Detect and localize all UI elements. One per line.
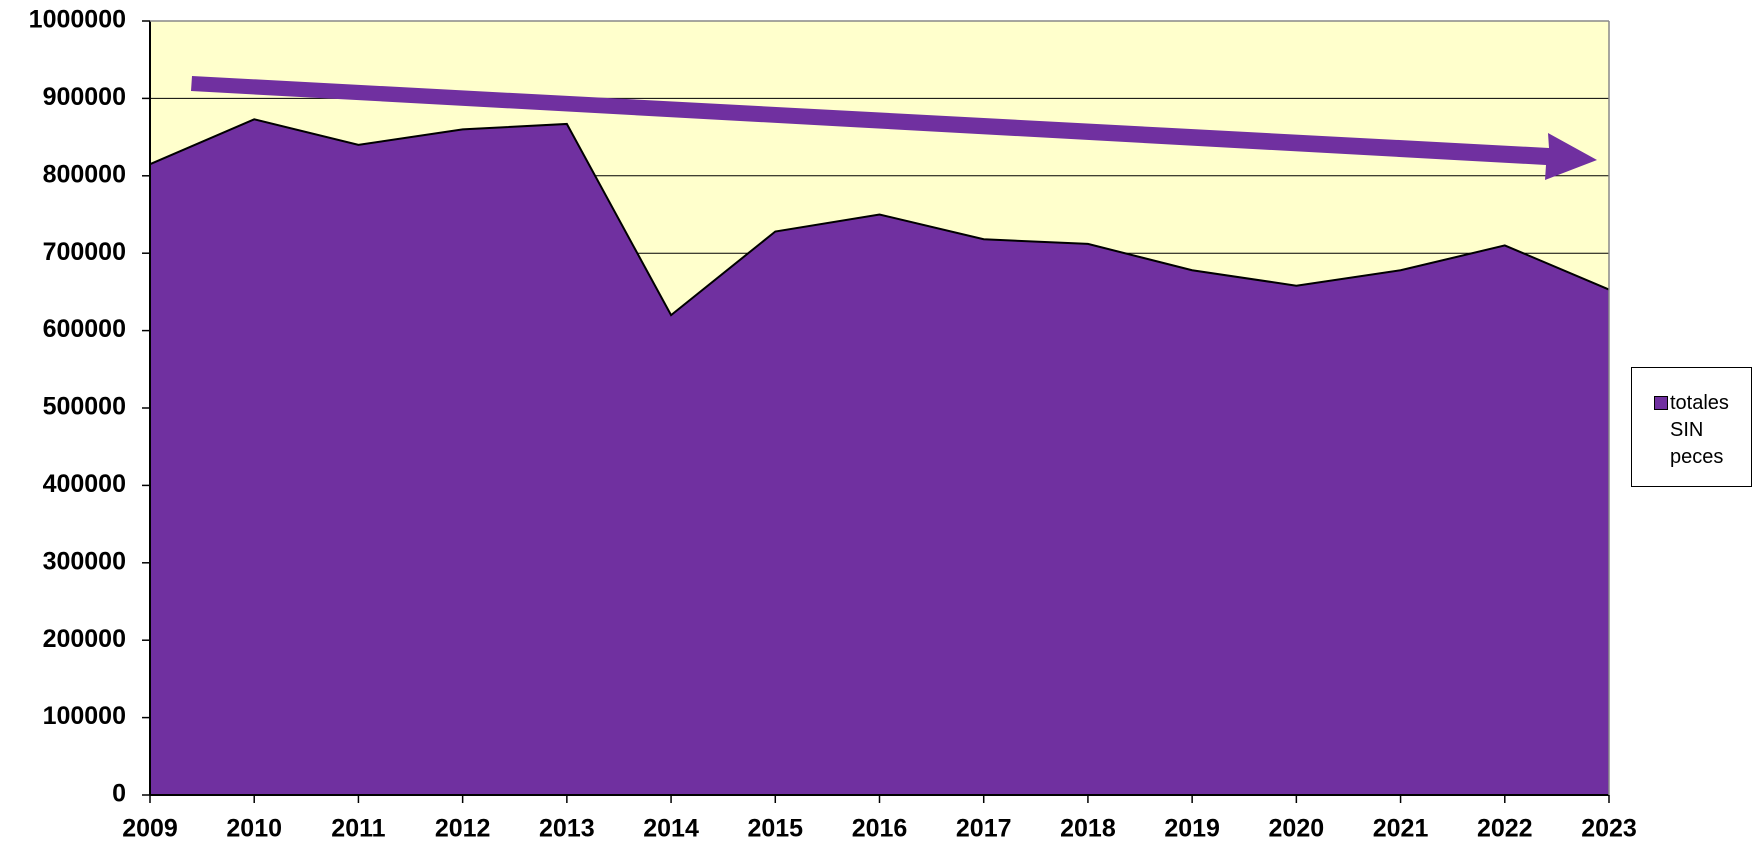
y-tick-label: 400000 xyxy=(43,470,126,498)
x-tick-label: 2009 xyxy=(122,815,178,843)
legend: totales SIN peces xyxy=(1631,367,1752,487)
x-tick-label: 2017 xyxy=(956,815,1012,843)
x-tick-label: 2010 xyxy=(226,815,282,843)
y-tick-label: 800000 xyxy=(43,160,126,188)
x-tick-label: 2015 xyxy=(747,815,803,843)
y-tick-label: 700000 xyxy=(43,238,126,266)
y-tick-label: 600000 xyxy=(43,315,126,343)
area-layer xyxy=(149,118,1610,796)
x-tick-label: 2016 xyxy=(852,815,908,843)
x-tick-label: 2011 xyxy=(331,815,385,843)
area-outline xyxy=(149,118,1610,317)
x-tick-label: 2018 xyxy=(1060,815,1116,843)
y-tick-label: 1000000 xyxy=(29,6,126,34)
x-tick-label: 2013 xyxy=(539,815,595,843)
trend-arrow xyxy=(191,76,1597,180)
y-tick-label: 200000 xyxy=(43,625,126,653)
y-tick-label: 100000 xyxy=(43,702,126,730)
area xyxy=(150,119,1609,796)
x-tick-label: 2021 xyxy=(1373,815,1429,843)
x-tick-label: 2012 xyxy=(435,815,491,843)
x-tick-label: 2023 xyxy=(1581,815,1637,843)
y-tick-label: 300000 xyxy=(43,547,126,575)
y-tick-label: 0 xyxy=(112,780,126,808)
y-tick-label: 500000 xyxy=(43,393,126,421)
x-tick-label: 2020 xyxy=(1269,815,1325,843)
legend-swatch xyxy=(1654,396,1668,410)
x-tick-label: 2022 xyxy=(1477,815,1533,843)
y-tick-label: 900000 xyxy=(43,83,126,111)
x-tick-label: 2014 xyxy=(643,815,699,843)
x-tick-label: 2019 xyxy=(1164,815,1220,843)
axes: 0 100000 200000 300000 400000 500000 600000 700… xyxy=(29,6,1637,843)
legend-label: totales SIN peces xyxy=(1670,392,1729,468)
